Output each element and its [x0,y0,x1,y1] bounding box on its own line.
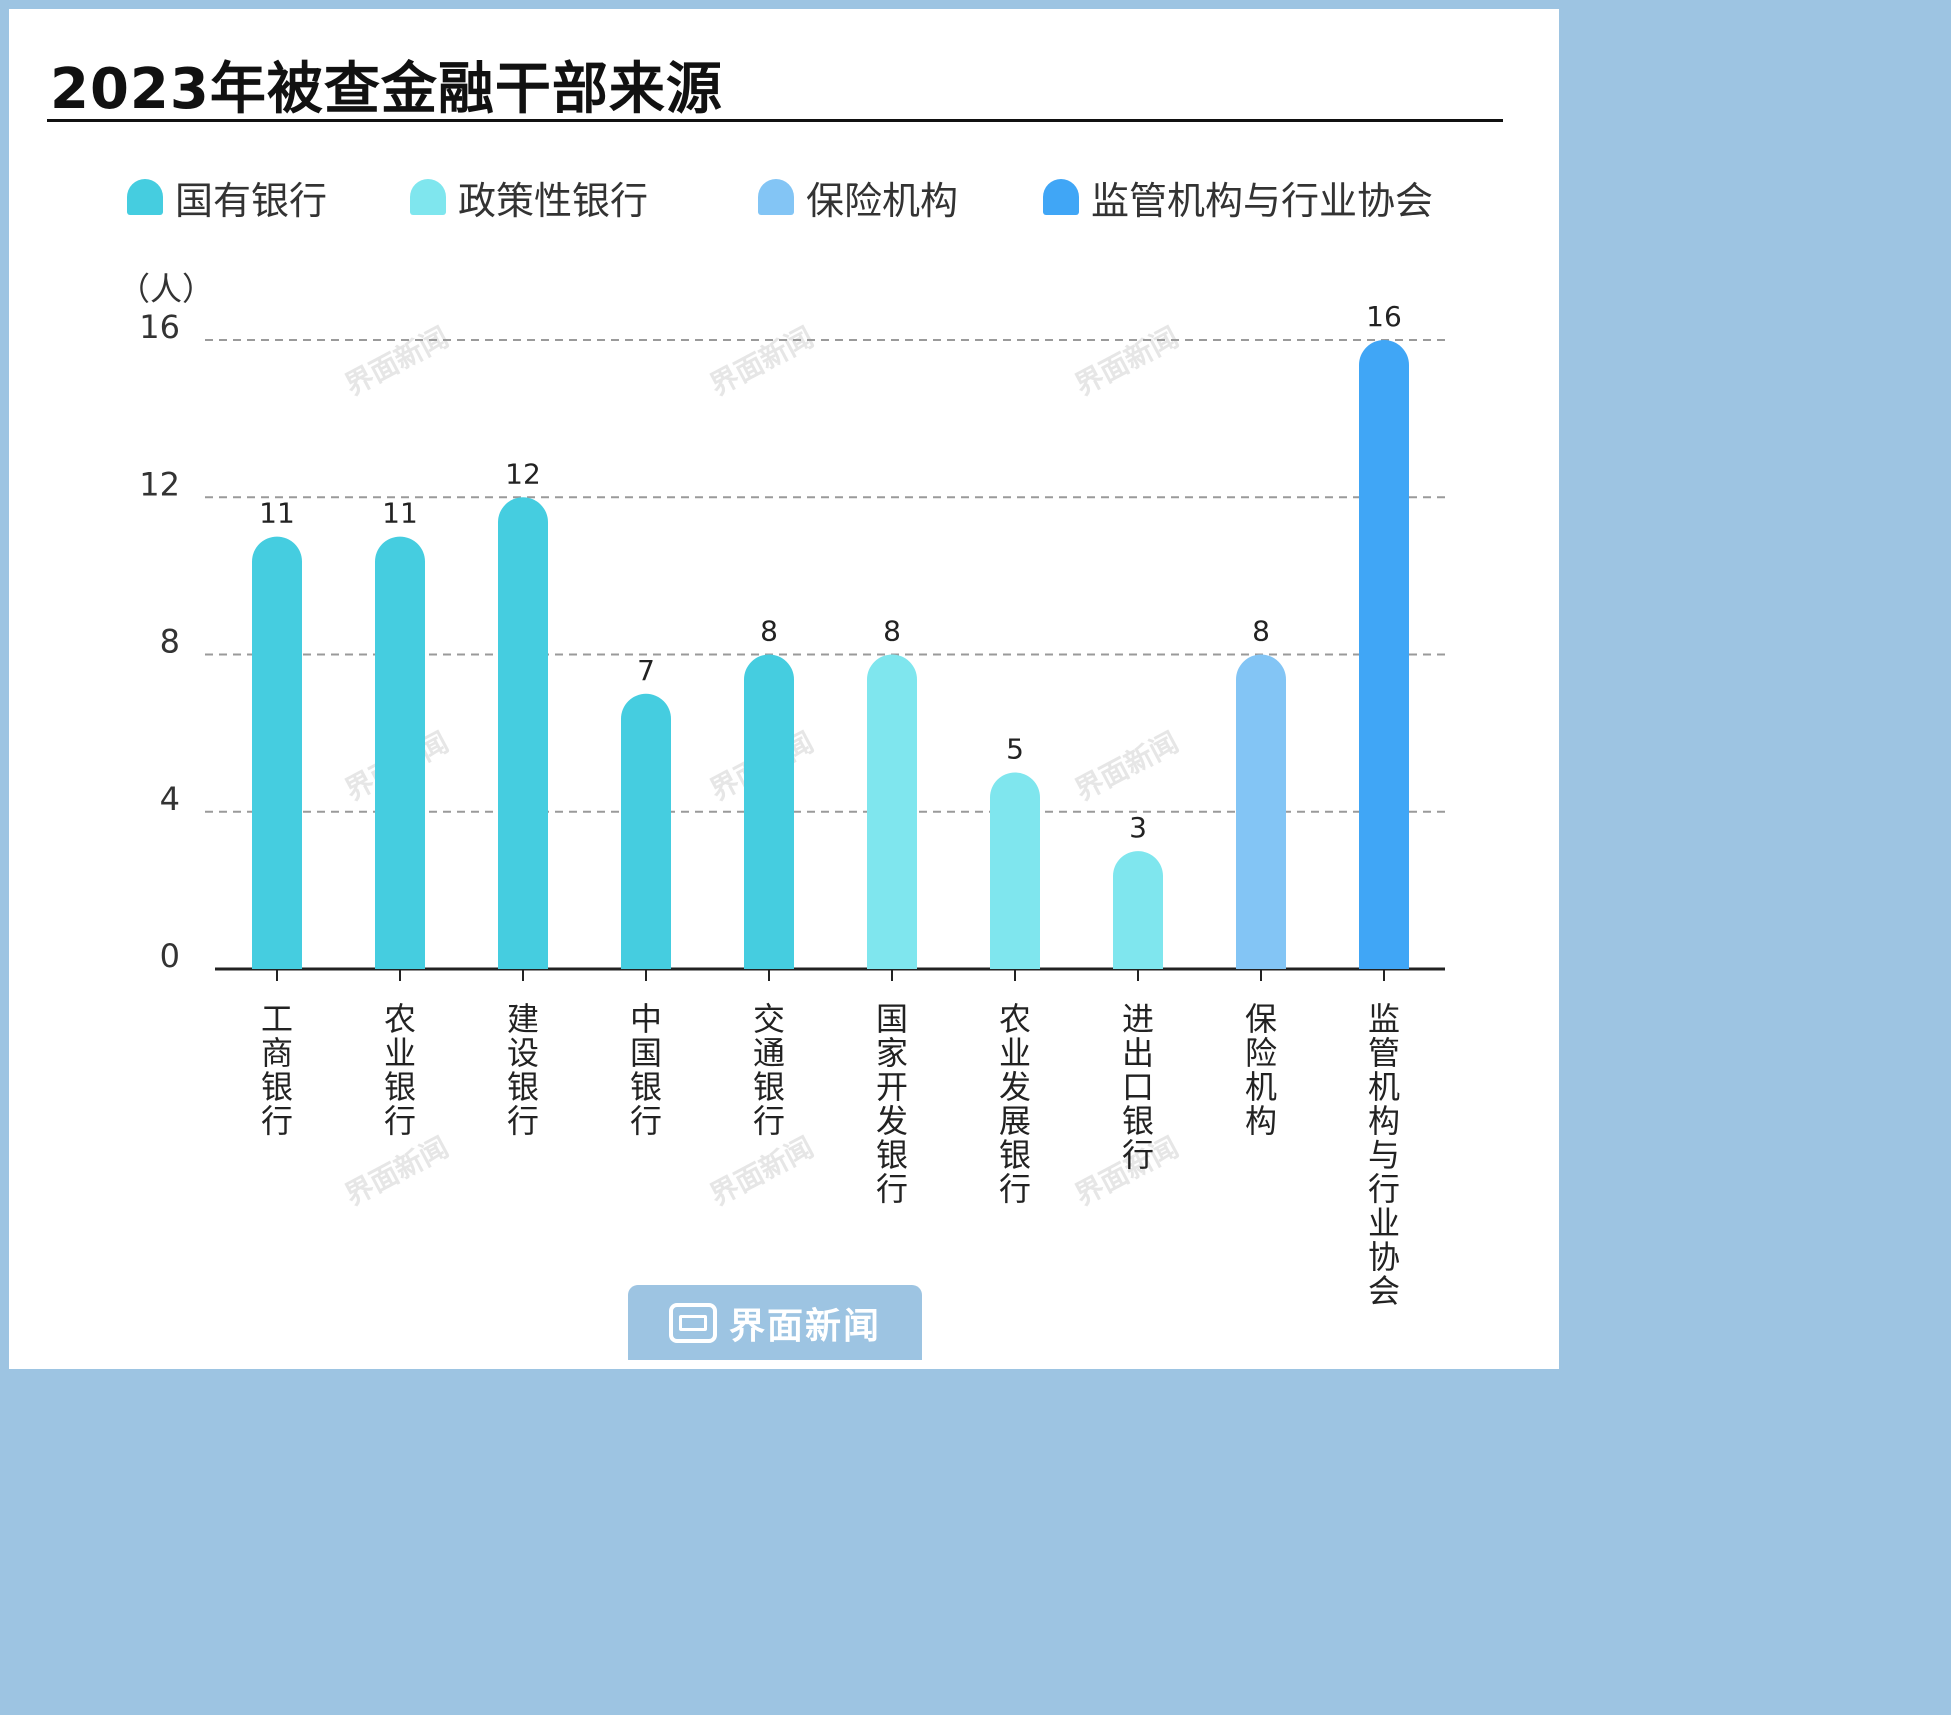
legend-item-state-banks: 国有银行 [127,172,328,223]
y-tick-label: 16 [139,308,180,346]
jiemian-logo-icon [668,1302,717,1343]
bar [1113,851,1163,969]
data-label: 16 [1366,300,1402,333]
x-tick-label: 工商银行 [261,1000,293,1140]
legend-swatch [758,179,794,215]
legend-label: 政策性银行 [458,178,649,223]
legend-swatch [410,179,446,215]
footer-badge: 界面新闻 [628,1285,922,1360]
legend-item-policy-banks: 政策性银行 [410,172,649,223]
x-tick-label: 建设银行 [507,1000,539,1140]
legend-label: 国有银行 [175,178,328,223]
legend-swatch [127,179,163,215]
data-label: 12 [505,457,541,490]
bar [252,536,302,969]
x-tick-label: 交通银行 [753,1000,785,1140]
data-label: 7 [637,654,655,687]
bar [375,536,425,969]
bar [867,654,917,969]
legend-label: 监管机构与行业协会 [1091,178,1434,223]
data-label: 8 [1252,615,1270,648]
legend-item-regulators: 监管机构与行业协会 [1043,172,1434,223]
data-label: 5 [1006,732,1024,765]
x-tick-label: 监管机构与行业协会 [1368,1000,1400,1310]
x-tick-label: 中国银行 [630,1000,662,1140]
bar-chart: （人） 0 4 8 12 16 11 工商银行 11 农业银行 12 建设银行 7 中国银行 8 交通银行 8 国… [118,270,1445,1310]
bar [1359,340,1409,969]
chart-title: 2023年被查金融干部来源 [50,57,723,122]
data-label: 11 [259,497,295,530]
bar [744,654,794,969]
footer-brand-text: 界面新闻 [728,1305,881,1347]
x-tick-label: 农业银行 [384,1000,416,1140]
y-axis-unit-label: （人） [118,270,214,308]
x-tick-label: 保险机构 [1245,1000,1277,1140]
data-label: 11 [382,497,418,530]
x-tick-label: 国家开发银行 [876,1000,908,1208]
y-tick-label: 0 [160,937,180,975]
data-label: 3 [1129,811,1147,844]
legend-swatch [1043,179,1079,215]
bar [498,497,548,969]
data-label: 8 [883,615,901,648]
x-tick-label: 进出口银行 [1122,1000,1154,1174]
y-tick-label: 12 [139,465,180,503]
legend-item-insurance: 保险机构 [758,172,959,223]
bar [1236,654,1286,969]
title-divider [47,119,1503,122]
x-tick-label: 农业发展银行 [999,1000,1031,1208]
y-tick-label: 4 [160,780,180,818]
y-tick-label: 8 [160,623,180,661]
bar [621,693,671,969]
legend-label: 保险机构 [806,178,959,223]
data-label: 8 [760,615,778,648]
bar [990,772,1040,969]
